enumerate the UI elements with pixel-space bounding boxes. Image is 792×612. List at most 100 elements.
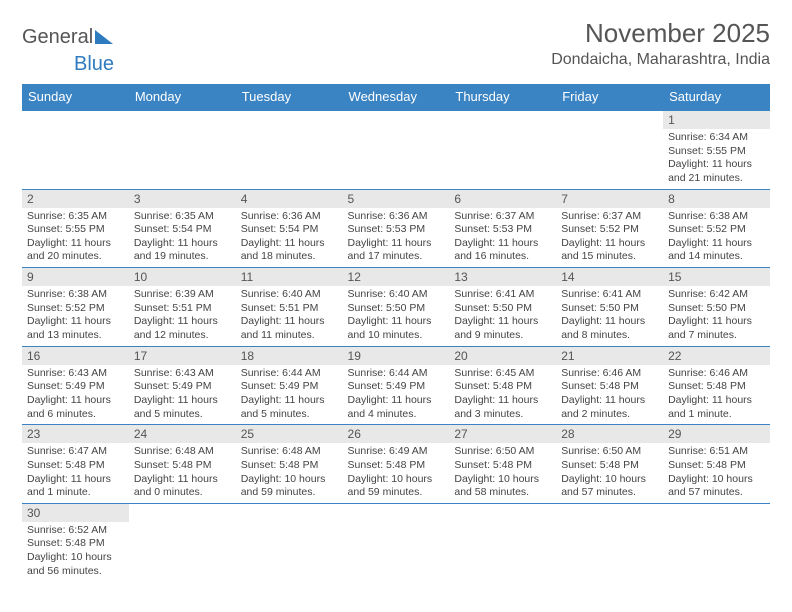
sunset-text: Sunset: 5:48 PM xyxy=(27,459,124,473)
daylight-text: Daylight: 11 hours and 10 minutes. xyxy=(348,315,445,342)
daylight-text: Daylight: 11 hours and 18 minutes. xyxy=(241,237,338,264)
calendar-day-cell xyxy=(129,503,236,581)
sunrise-text: Sunrise: 6:38 AM xyxy=(27,288,124,302)
calendar-day-cell: 2Sunrise: 6:35 AMSunset: 5:55 PMDaylight… xyxy=(22,189,129,268)
day-number: 2 xyxy=(22,190,129,208)
sunrise-text: Sunrise: 6:46 AM xyxy=(561,367,658,381)
daylight-text: Daylight: 10 hours and 58 minutes. xyxy=(454,473,551,500)
sunrise-text: Sunrise: 6:48 AM xyxy=(134,445,231,459)
calendar-week-row: 2Sunrise: 6:35 AMSunset: 5:55 PMDaylight… xyxy=(22,189,770,268)
sunset-text: Sunset: 5:48 PM xyxy=(668,459,765,473)
daylight-text: Daylight: 11 hours and 15 minutes. xyxy=(561,237,658,264)
day-body: Sunrise: 6:42 AMSunset: 5:50 PMDaylight:… xyxy=(663,286,770,346)
daylight-text: Daylight: 11 hours and 12 minutes. xyxy=(134,315,231,342)
calendar-day-cell: 23 Sunrise: 6:47 AMSunset: 5:48 PMDayligh… xyxy=(22,425,129,504)
logo: General xyxy=(22,26,113,49)
calendar-day-cell: 13Sunrise: 6:41 AMSunset: 5:50 PMDayligh… xyxy=(449,268,556,347)
day-number: 18 xyxy=(236,347,343,365)
sunset-text: Sunset: 5:48 PM xyxy=(348,459,445,473)
daylight-text: Daylight: 11 hours and 1 minute. xyxy=(27,473,124,500)
sunrise-text: Sunrise: 6:43 AM xyxy=(134,367,231,381)
calendar-day-cell: 26Sunrise: 6:49 AMSunset: 5:48 PMDayligh… xyxy=(343,425,450,504)
calendar-day-cell: 7Sunrise: 6:37 AMSunset: 5:52 PMDaylight… xyxy=(556,189,663,268)
daylight-text: Daylight: 11 hours and 0 minutes. xyxy=(134,473,231,500)
daylight-text: Daylight: 10 hours and 56 minutes. xyxy=(27,551,124,578)
day-body: Sunrise: 6:46 AMSunset: 5:48 PMDaylight:… xyxy=(556,365,663,425)
month-title: November 2025 xyxy=(551,18,770,49)
sunset-text: Sunset: 5:54 PM xyxy=(134,223,231,237)
sunset-text: Sunset: 5:48 PM xyxy=(561,380,658,394)
sunset-text: Sunset: 5:49 PM xyxy=(241,380,338,394)
daylight-text: Daylight: 11 hours and 14 minutes. xyxy=(668,237,765,264)
sunrise-text: Sunrise: 6:41 AM xyxy=(561,288,658,302)
calendar-day-cell xyxy=(449,503,556,581)
calendar-day-cell xyxy=(22,110,129,189)
sunset-text: Sunset: 5:50 PM xyxy=(668,302,765,316)
day-number: 23 xyxy=(22,425,129,443)
calendar-day-cell: 8Sunrise: 6:38 AMSunset: 5:52 PMDaylight… xyxy=(663,189,770,268)
sunrise-text: Sunrise: 6:34 AM xyxy=(668,131,765,145)
daylight-text: Daylight: 11 hours and 21 minutes. xyxy=(668,158,765,185)
daylight-text: Daylight: 11 hours and 4 minutes. xyxy=(348,394,445,421)
sunset-text: Sunset: 5:49 PM xyxy=(134,380,231,394)
calendar-week-row: 16Sunrise: 6:43 AMSunset: 5:49 PMDayligh… xyxy=(22,346,770,425)
calendar-day-cell: 18Sunrise: 6:44 AMSunset: 5:49 PMDayligh… xyxy=(236,346,343,425)
day-body: Sunrise: 6:39 AMSunset: 5:51 PMDaylight:… xyxy=(129,286,236,346)
weekday-header: Thursday xyxy=(449,84,556,110)
day-number: 21 xyxy=(556,347,663,365)
sunrise-text: Sunrise: 6:51 AM xyxy=(668,445,765,459)
sunrise-text: Sunrise: 6:47 AM xyxy=(27,445,124,459)
calendar-day-cell xyxy=(129,110,236,189)
sunrise-text: Sunrise: 6:38 AM xyxy=(668,210,765,224)
day-number: 19 xyxy=(343,347,450,365)
daylight-text: Daylight: 11 hours and 13 minutes. xyxy=(27,315,124,342)
daylight-text: Daylight: 11 hours and 8 minutes. xyxy=(561,315,658,342)
calendar-day-cell xyxy=(449,110,556,189)
sunset-text: Sunset: 5:50 PM xyxy=(454,302,551,316)
title-block: November 2025 Dondaicha, Maharashtra, In… xyxy=(551,18,770,69)
calendar-day-cell xyxy=(343,503,450,581)
day-number: 22 xyxy=(663,347,770,365)
sunset-text: Sunset: 5:51 PM xyxy=(241,302,338,316)
sunset-text: Sunset: 5:52 PM xyxy=(561,223,658,237)
day-number: 15 xyxy=(663,268,770,286)
weekday-header: Tuesday xyxy=(236,84,343,110)
calendar-day-cell: 11Sunrise: 6:40 AMSunset: 5:51 PMDayligh… xyxy=(236,268,343,347)
weekday-header: Wednesday xyxy=(343,84,450,110)
calendar-day-cell: 9Sunrise: 6:38 AMSunset: 5:52 PMDaylight… xyxy=(22,268,129,347)
day-body: Sunrise: 6:36 AMSunset: 5:54 PMDaylight:… xyxy=(236,208,343,268)
daylight-text: Daylight: 11 hours and 2 minutes. xyxy=(561,394,658,421)
calendar-day-cell xyxy=(236,503,343,581)
day-body: Sunrise: 6:37 AMSunset: 5:52 PMDaylight:… xyxy=(556,208,663,268)
daylight-text: Daylight: 11 hours and 7 minutes. xyxy=(668,315,765,342)
sunrise-text: Sunrise: 6:36 AM xyxy=(348,210,445,224)
calendar-day-cell: 14Sunrise: 6:41 AMSunset: 5:50 PMDayligh… xyxy=(556,268,663,347)
calendar-day-cell: 29Sunrise: 6:51 AMSunset: 5:48 PMDayligh… xyxy=(663,425,770,504)
day-number: 7 xyxy=(556,190,663,208)
daylight-text: Daylight: 11 hours and 17 minutes. xyxy=(348,237,445,264)
daylight-text: Daylight: 10 hours and 57 minutes. xyxy=(561,473,658,500)
day-number: 17 xyxy=(129,347,236,365)
logo-text-blue: Blue xyxy=(74,53,114,75)
day-body: Sunrise: 6:44 AMSunset: 5:49 PMDaylight:… xyxy=(343,365,450,425)
calendar-day-cell: 22Sunrise: 6:46 AMSunset: 5:48 PMDayligh… xyxy=(663,346,770,425)
calendar-week-row: 1Sunrise: 6:34 AMSunset: 5:55 PMDaylight… xyxy=(22,110,770,189)
day-number: 16 xyxy=(22,347,129,365)
day-number: 11 xyxy=(236,268,343,286)
sunset-text: Sunset: 5:49 PM xyxy=(27,380,124,394)
daylight-text: Daylight: 11 hours and 6 minutes. xyxy=(27,394,124,421)
sunrise-text: Sunrise: 6:39 AM xyxy=(134,288,231,302)
weekday-header-row: SundayMondayTuesdayWednesdayThursdayFrid… xyxy=(22,84,770,110)
location-label: Dondaicha, Maharashtra, India xyxy=(551,51,770,69)
daylight-text: Daylight: 10 hours and 59 minutes. xyxy=(241,473,338,500)
calendar-day-cell xyxy=(556,503,663,581)
calendar-day-cell: 20Sunrise: 6:45 AMSunset: 5:48 PMDayligh… xyxy=(449,346,556,425)
calendar-day-cell: 3Sunrise: 6:35 AMSunset: 5:54 PMDaylight… xyxy=(129,189,236,268)
calendar-day-cell: 24Sunrise: 6:48 AMSunset: 5:48 PMDayligh… xyxy=(129,425,236,504)
day-body: Sunrise: 6:36 AMSunset: 5:53 PMDaylight:… xyxy=(343,208,450,268)
day-body: Sunrise: 6:43 AMSunset: 5:49 PMDaylight:… xyxy=(129,365,236,425)
sunset-text: Sunset: 5:51 PM xyxy=(134,302,231,316)
daylight-text: Daylight: 11 hours and 5 minutes. xyxy=(134,394,231,421)
sunset-text: Sunset: 5:48 PM xyxy=(241,459,338,473)
calendar-day-cell: 17Sunrise: 6:43 AMSunset: 5:49 PMDayligh… xyxy=(129,346,236,425)
